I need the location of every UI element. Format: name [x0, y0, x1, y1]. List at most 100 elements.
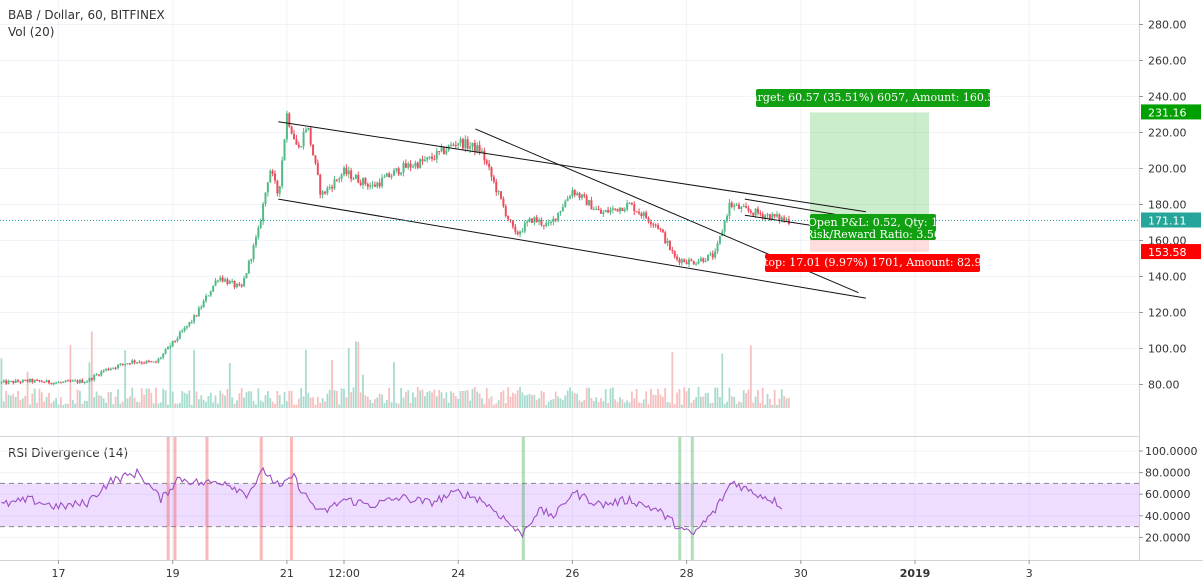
- volume-bar: [619, 397, 621, 408]
- volume-bar: [680, 404, 683, 408]
- volume-bar: [533, 394, 536, 408]
- volume-bar: [259, 400, 262, 408]
- volume-bar: [195, 391, 198, 408]
- candle-body: [205, 295, 208, 301]
- candle-body: [74, 380, 77, 382]
- candle-body: [390, 175, 393, 178]
- volume-bar: [778, 398, 781, 408]
- volume-bar: [98, 395, 100, 408]
- candle-body: [381, 177, 384, 187]
- volume-bar: [183, 392, 186, 408]
- volume-bar: [488, 398, 491, 408]
- candle-body: [599, 209, 602, 214]
- volume-bar: [523, 395, 526, 408]
- candle-body: [480, 150, 483, 153]
- candle-body: [105, 368, 108, 371]
- candle-body: [243, 278, 246, 287]
- candle-body: [238, 284, 241, 286]
- volume-bar: [81, 403, 84, 408]
- volume-bar: [219, 390, 222, 408]
- volume-bar: [324, 401, 326, 408]
- volume-bar: [764, 404, 767, 408]
- candle-body: [314, 155, 317, 163]
- candle-body: [666, 240, 669, 244]
- volume-bar: [695, 397, 698, 408]
- volume-bar: [557, 396, 560, 408]
- price-badge: [1141, 104, 1201, 120]
- candle-body: [128, 363, 131, 365]
- candle-body: [297, 144, 300, 147]
- volume-bar: [654, 395, 657, 408]
- volume-bar: [83, 400, 86, 408]
- volume-bar: [226, 389, 229, 408]
- candle-body: [228, 281, 231, 284]
- price-badge-label: 153.58: [1148, 246, 1187, 259]
- volume-bar: [181, 391, 184, 408]
- candle-body: [278, 186, 281, 194]
- candle-body: [683, 259, 686, 262]
- volume-bar: [500, 392, 502, 408]
- candle-body: [357, 174, 360, 183]
- volume-bar: [516, 390, 519, 408]
- candle-body: [14, 380, 17, 384]
- volume-bar: [412, 392, 414, 408]
- volume-bar: [319, 402, 322, 408]
- volume-bar: [471, 388, 474, 408]
- volume-bar: [333, 390, 336, 408]
- volume-bar: [623, 402, 626, 408]
- volume-bar: [683, 387, 686, 408]
- price-badge: [1141, 212, 1201, 228]
- price-tick-label: 280.00: [1148, 19, 1187, 32]
- volume-bar: [286, 401, 288, 408]
- candle-body: [214, 280, 217, 286]
- volume-bar: [29, 404, 31, 408]
- volume-bar: [197, 399, 200, 408]
- candle-body: [7, 380, 10, 384]
- candle-body: [740, 206, 743, 209]
- candle-body: [704, 260, 707, 262]
- candle-body: [97, 374, 100, 376]
- candle-body: [59, 382, 62, 384]
- candle-body: [633, 204, 636, 212]
- candle-body: [43, 382, 46, 384]
- volume-bar: [688, 387, 690, 408]
- bullish-divergence-marker: [690, 437, 694, 560]
- candle-body: [226, 279, 229, 284]
- volume-bar: [378, 393, 381, 408]
- candle-body: [323, 191, 326, 194]
- candle-body: [476, 145, 479, 152]
- volume-bar: [740, 402, 743, 408]
- volume-bar: [76, 389, 79, 408]
- volume-bar: [133, 397, 136, 408]
- volume-bar: [297, 398, 300, 408]
- candle-body: [62, 381, 65, 383]
- volume-bar: [119, 403, 122, 408]
- volume-bar: [552, 399, 555, 408]
- candle-body: [21, 379, 24, 383]
- volume-bar: [295, 404, 298, 408]
- time-tick-label: 3: [1026, 567, 1033, 580]
- volume-bar: [454, 395, 457, 408]
- volume-bar: [316, 396, 319, 408]
- price-badge-label: 171.11: [1148, 215, 1187, 228]
- volume-bar: [733, 396, 736, 408]
- candle-body: [671, 249, 674, 252]
- candle-body: [376, 182, 379, 187]
- candle-body: [40, 381, 43, 383]
- candle-body: [497, 191, 500, 193]
- candle-body: [290, 126, 293, 134]
- candle-body: [654, 224, 657, 226]
- candle-body: [95, 374, 98, 376]
- volume-bars: [0, 331, 790, 408]
- candle-body: [221, 277, 224, 282]
- candle-body: [359, 182, 362, 186]
- volume-bar: [376, 397, 379, 408]
- price-tick-label: 200.00: [1148, 163, 1187, 176]
- time-tick-label: 28: [680, 567, 694, 580]
- volume-bar: [502, 390, 505, 408]
- volume-bar: [561, 400, 564, 408]
- candle-body: [224, 279, 227, 282]
- candle-body: [81, 379, 84, 383]
- candle-body: [354, 174, 357, 179]
